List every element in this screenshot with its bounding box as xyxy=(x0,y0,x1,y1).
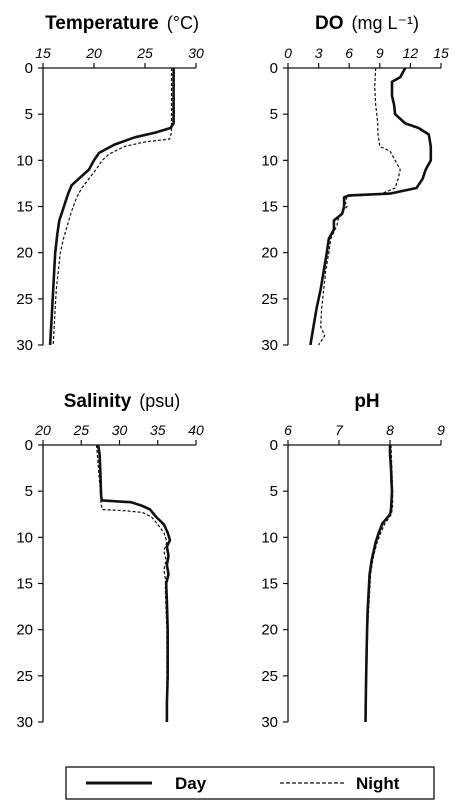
ph-title-name: pH xyxy=(354,391,379,412)
temperature-title-unit: (°C) xyxy=(167,13,199,33)
ph-y-tick-label: 5 xyxy=(270,483,278,500)
salinity-x-tick-label: 35 xyxy=(150,422,166,438)
temperature-day-line xyxy=(48,68,175,346)
temperature-x-tick-label: 30 xyxy=(188,45,204,61)
salinity-x-tick-label: 40 xyxy=(188,422,204,438)
do-panel: DO (mg L⁻¹) 0 3 6 9 12 15 0 5 10 15 20 25 30 xyxy=(261,13,449,354)
temperature-y-tick-label: 0 xyxy=(25,60,33,77)
ph-title: pH xyxy=(354,391,379,412)
do-x-tick-label: 9 xyxy=(376,45,384,61)
do-x-tick-label: 6 xyxy=(345,45,353,61)
salinity-x-tick-label: 25 xyxy=(72,422,89,438)
do-title-unit: (mg L⁻¹) xyxy=(352,13,420,33)
legend-day-label: Day xyxy=(175,774,207,793)
legend: Day Night xyxy=(65,766,435,800)
do-x-tick-label: 3 xyxy=(315,45,323,61)
temperature-night-line xyxy=(52,68,173,346)
do-y-tick-label: 30 xyxy=(261,337,278,354)
legend-night-label: Night xyxy=(356,774,400,793)
do-x-tick-label: 15 xyxy=(433,45,449,61)
do-x-tick-label: 0 xyxy=(284,45,292,61)
do-y-tick-label: 5 xyxy=(270,106,278,123)
ph-x-tick-label: 9 xyxy=(437,422,445,438)
do-night-line xyxy=(318,67,401,346)
salinity-y-tick-label: 25 xyxy=(16,668,33,685)
ph-y-tick-label: 15 xyxy=(261,576,278,593)
temperature-y-tick-label: 20 xyxy=(16,245,33,262)
salinity-y-tick-label: 30 xyxy=(16,714,33,731)
temperature-x-tick-label: 15 xyxy=(35,45,51,61)
salinity-panel: Salinity (psu) 20 25 30 35 40 0 5 10 15 20 25 30 xyxy=(16,391,204,731)
temperature-y-tick-label: 30 xyxy=(16,337,33,354)
ph-x-tick-label: 6 xyxy=(284,422,292,438)
ph-x-tick-label: 8 xyxy=(386,422,394,438)
salinity-y-tick-label: 5 xyxy=(25,483,33,500)
do-y-tick-label: 0 xyxy=(270,60,278,77)
ph-night-line xyxy=(365,444,394,723)
salinity-y-tick-label: 15 xyxy=(16,576,33,593)
do-title-name: DO xyxy=(315,13,344,34)
temperature-x-tick-label: 25 xyxy=(136,45,153,61)
temperature-y-tick-label: 25 xyxy=(16,291,33,308)
salinity-x-tick-label: 20 xyxy=(34,422,51,438)
ph-y-tick-label: 10 xyxy=(261,529,278,546)
temperature-y-tick-label: 5 xyxy=(25,106,33,123)
temperature-panel: Temperature (°C) 15 20 25 30 0 5 10 15 20 25 30 xyxy=(16,13,204,354)
do-title: DO (mg L⁻¹) xyxy=(315,13,419,34)
salinity-x-tick-label: 30 xyxy=(112,422,128,438)
salinity-title: Salinity (psu) xyxy=(64,391,181,412)
temperature-y-tick-label: 15 xyxy=(16,199,33,216)
do-y-tick-label: 15 xyxy=(261,199,278,216)
salinity-title-name: Salinity xyxy=(64,391,132,412)
ph-panel: pH 6 7 8 9 0 5 10 15 20 25 30 xyxy=(261,391,445,731)
do-y-tick-label: 10 xyxy=(261,152,278,169)
salinity-title-unit: (psu) xyxy=(139,391,180,411)
do-x-tick-label: 12 xyxy=(403,45,419,61)
ph-y-tick-label: 25 xyxy=(261,668,278,685)
salinity-y-tick-label: 0 xyxy=(25,437,33,454)
salinity-y-tick-label: 10 xyxy=(16,529,33,546)
do-day-line xyxy=(309,67,433,346)
salinity-y-tick-label: 20 xyxy=(16,622,33,639)
do-y-tick-label: 25 xyxy=(261,291,278,308)
temperature-y-tick-label: 10 xyxy=(16,152,33,169)
do-y-tick-label: 20 xyxy=(261,245,278,262)
salinity-night-line xyxy=(95,444,168,722)
ph-day-line xyxy=(364,445,394,723)
temperature-x-tick-label: 20 xyxy=(85,45,102,61)
temperature-title-name: Temperature xyxy=(45,13,159,34)
ph-y-tick-label: 20 xyxy=(261,622,278,639)
ph-x-tick-label: 7 xyxy=(335,422,344,438)
ph-y-tick-label: 30 xyxy=(261,714,278,731)
temperature-title: Temperature (°C) xyxy=(45,13,199,34)
ph-y-tick-label: 0 xyxy=(270,437,278,454)
salinity-day-line xyxy=(96,444,172,722)
